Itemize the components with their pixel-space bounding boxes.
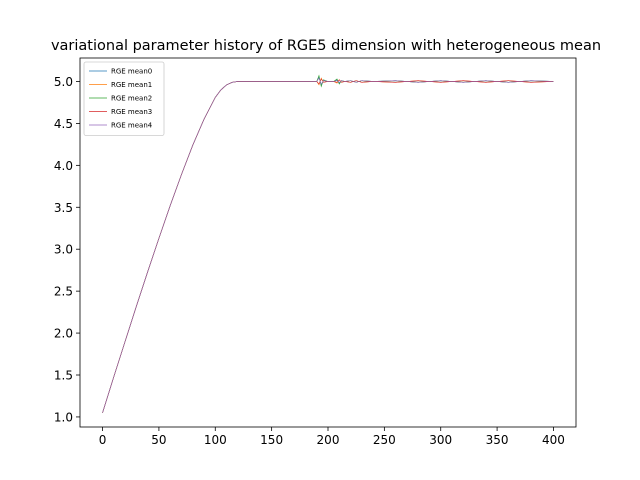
y-axis: 1.0 1.5 2.0 2.5 3.0 3.5 4.0 4.5 5.0 <box>54 75 80 424</box>
y-tick-label: 5.0 <box>54 75 73 89</box>
y-tick-label: 2.0 <box>54 327 73 341</box>
x-tick-label: 250 <box>373 433 396 447</box>
x-tick-label: 400 <box>542 433 565 447</box>
legend: RGE mean0 RGE mean1 RGE mean2 RGE mean3 RGE … <box>83 61 165 136</box>
legend-label-0: RGE mean0 <box>111 68 152 76</box>
legend-box <box>83 61 165 136</box>
plot-frame <box>79 57 577 428</box>
y-tick-label: 2.5 <box>54 285 73 299</box>
legend-label-1: RGE mean1 <box>111 81 152 89</box>
legend-label-2: RGE mean2 <box>111 95 152 103</box>
y-tick-label: 1.0 <box>54 410 73 424</box>
x-tick-label: 50 <box>151 433 166 447</box>
series-layer <box>102 74 554 413</box>
chart-title: variational parameter history of RGE5 di… <box>51 38 601 54</box>
y-tick-label: 4.5 <box>54 117 73 131</box>
series-line-4 <box>102 77 554 413</box>
x-tick-label: 350 <box>486 433 509 447</box>
legend-label-4: RGE mean4 <box>111 122 153 130</box>
x-axis: 0 50 100 150 200 250 300 350 400 <box>99 427 565 447</box>
legend-label-3: RGE mean3 <box>111 108 152 116</box>
x-tick-label: 200 <box>317 433 340 447</box>
x-tick-label: 0 <box>99 433 107 447</box>
x-tick-label: 100 <box>204 433 227 447</box>
y-tick-label: 3.0 <box>54 243 73 257</box>
x-tick-label: 300 <box>429 433 452 447</box>
y-tick-label: 3.5 <box>54 201 73 215</box>
y-tick-label: 4.0 <box>54 159 73 173</box>
x-tick-label: 150 <box>260 433 283 447</box>
y-tick-label: 1.5 <box>54 369 73 383</box>
